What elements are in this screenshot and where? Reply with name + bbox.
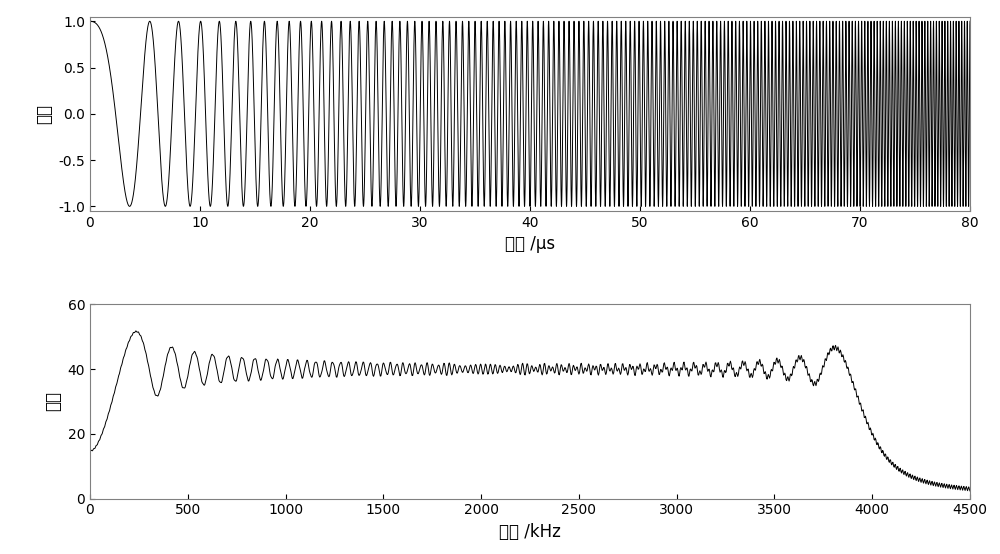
X-axis label: 时间 /μs: 时间 /μs — [505, 235, 555, 253]
Y-axis label: 幅度: 幅度 — [44, 392, 62, 412]
X-axis label: 频率 /kHz: 频率 /kHz — [499, 523, 561, 541]
Y-axis label: 幅度: 幅度 — [35, 104, 53, 124]
